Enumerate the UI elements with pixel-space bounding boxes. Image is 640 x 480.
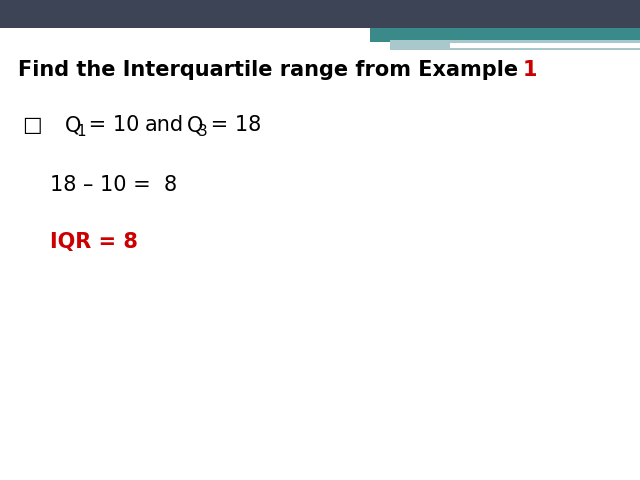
- Bar: [0, 28, 640, 42]
- Text: 1: 1: [523, 60, 538, 80]
- Text: = 18: = 18: [204, 115, 261, 135]
- Text: 18 – 10 =  8: 18 – 10 = 8: [50, 175, 177, 195]
- Text: Find the Interquartile range from Example: Find the Interquartile range from Exampl…: [18, 60, 525, 80]
- Bar: [0, 0, 640, 28]
- Text: Q: Q: [187, 115, 204, 135]
- Bar: [390, 40, 640, 50]
- Text: = 10: = 10: [82, 115, 140, 135]
- Text: Q: Q: [65, 115, 81, 135]
- Bar: [0, 28, 370, 42]
- Text: IQR = 8: IQR = 8: [50, 232, 138, 252]
- Text: 3: 3: [198, 124, 208, 140]
- Text: and: and: [145, 115, 184, 135]
- Bar: [450, 43, 640, 48]
- Text: 1: 1: [76, 124, 86, 140]
- Text: □: □: [22, 115, 42, 135]
